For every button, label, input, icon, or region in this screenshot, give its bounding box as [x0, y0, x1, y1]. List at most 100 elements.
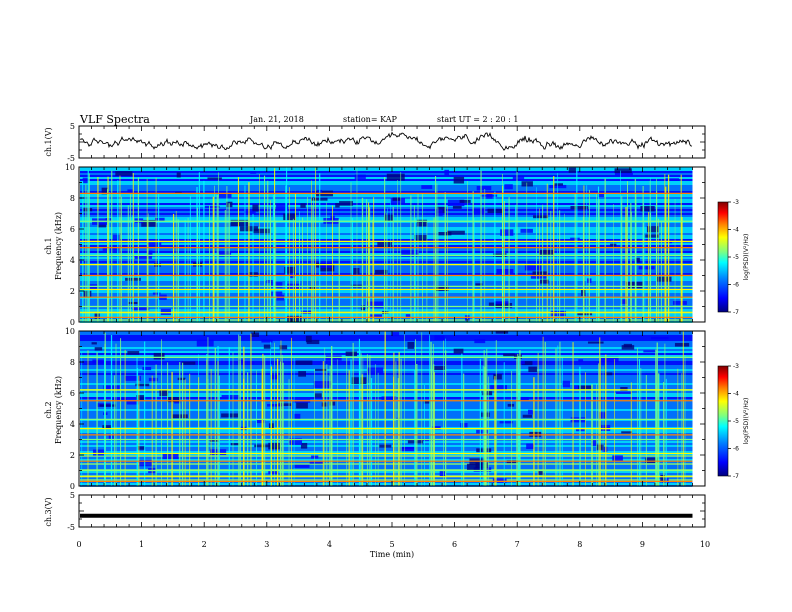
ch1-spectrogram-panel: 0 2 4 6 8 10	[65, 163, 706, 327]
ch2-spectrogram-patch	[153, 352, 165, 360]
ch2-spectrogram-band	[80, 399, 693, 401]
ch1-spectrogram-patch	[127, 189, 133, 193]
ch2-spectrogram-patch	[298, 371, 307, 377]
ch2-spectrogram-band	[80, 355, 693, 357]
ch1-spectrogram-patch	[218, 191, 232, 198]
ch2-spectrogram-patch	[142, 366, 152, 371]
ch1-spectrogram-patch	[353, 267, 360, 275]
ch1-colorbar-tick-label: -5	[733, 254, 739, 261]
ch2-spectrogram-patch	[126, 399, 139, 405]
ch1-spectrogram-patch	[576, 313, 593, 316]
ch1-spectrogram-patch	[549, 184, 567, 189]
ch1-spectrogram-patch	[319, 264, 335, 272]
ch2-spectrogram-patch	[391, 332, 400, 337]
ch1-spectrogram-patch	[244, 210, 256, 215]
ch2-spectrogram-patch	[521, 361, 533, 366]
ch2-spectrogram-patch	[309, 460, 324, 464]
ch2-spectrogram-patch	[612, 455, 623, 462]
ch2-spectrogram-patch	[300, 442, 308, 449]
ch2-spectrogram-band	[80, 343, 693, 345]
ch1-spectrogram-band	[80, 169, 693, 171]
ch2-spectrogram-band	[80, 407, 693, 409]
ch3-waveform-ytick-label: -5	[67, 523, 75, 532]
ch2-spectrogram-band	[80, 335, 693, 337]
ch2-spectrogram-band	[80, 479, 693, 481]
ch2-colorbar-tick-label: -6	[733, 446, 739, 453]
ch2-spectrogram-band	[80, 443, 693, 445]
ch1-spectrogram-patch	[597, 191, 605, 198]
x-tick-label: 5	[389, 540, 394, 549]
ch2-spectrogram-patch	[507, 403, 515, 407]
ch2-spectrogram-patch	[221, 394, 240, 398]
ch1-spectrogram-band	[80, 201, 693, 203]
ch2-spectrogram-patch	[102, 425, 112, 429]
ch2-spectrogram-patch	[522, 414, 533, 418]
ch2-spectrogram-patch	[674, 342, 690, 347]
ch2-spectrogram-band	[80, 419, 693, 421]
ch2-spectrogram-patch	[561, 380, 570, 388]
time-axis: 0 1 2 3 4 5 6 7 8 9 10	[76, 540, 710, 549]
ch2-spectrogram-patch	[475, 462, 489, 469]
ch1-spectrogram-band	[80, 203, 693, 205]
ch2-spectrogram-patch	[492, 478, 507, 483]
ch2-spectrogram-patch	[196, 339, 214, 347]
ch2-spectrogram-patch	[503, 353, 515, 357]
ch2-spectrogram-ytick-label: 2	[70, 451, 75, 460]
ch1-colorbar-gradient	[717, 201, 729, 313]
date-label: Jan. 21, 2018	[249, 115, 304, 124]
ch2-spectrogram-band	[80, 393, 693, 395]
ch2-spectrogram-band	[80, 345, 693, 347]
ch2-spectrogram-band	[80, 391, 693, 393]
ch2-spectrogram-band	[80, 357, 693, 359]
ch2-spectrogram-band	[80, 451, 693, 453]
ch1-spectrogram-patch	[568, 167, 576, 173]
ch2-spectrogram-patch	[181, 361, 196, 365]
ch2-spectrogram-band	[80, 409, 693, 411]
ch2-spectrogram-patch	[643, 350, 656, 353]
ch1-colorbar-tick-label: -6	[733, 282, 739, 289]
ch1-spectrogram-ytick-label: 4	[70, 256, 75, 265]
ch1-spectrogram-patch	[656, 276, 672, 282]
ch2-spectrogram-patch	[306, 339, 320, 345]
ch2-spectro-ylabel: Frequency (kHz)	[54, 376, 63, 444]
ch1-spectrogram-patch	[335, 202, 340, 208]
ch1-spectrogram-band	[80, 183, 693, 185]
ch2-spectrogram-patch	[92, 449, 106, 456]
ch2-spectrogram-band	[80, 457, 693, 459]
ch1-spectrogram-ytick-label: 10	[65, 163, 75, 172]
ch1-spectrogram-band	[80, 185, 693, 187]
ch2-spectrogram-band	[80, 373, 693, 375]
ch1-spectrogram-patch	[204, 205, 220, 208]
ch2-spectrogram-patch	[263, 344, 272, 349]
ch2-spectrogram-patch	[645, 457, 659, 463]
ch1-colorbar-tick-label: -3	[733, 199, 739, 206]
ch1-spectrogram-patch	[665, 178, 680, 181]
ch1-spectrogram-band	[80, 195, 693, 197]
ch2-spectrogram-band	[80, 379, 693, 381]
ch2-spectrogram-band	[80, 411, 693, 413]
ch2-spectrogram-patch	[256, 418, 266, 424]
chart-title: VLF Spectra	[79, 113, 150, 126]
ch1-spectrogram-patch	[88, 284, 98, 290]
ch2-spectrogram-band	[80, 367, 693, 369]
ch1-spectrogram-patch	[496, 269, 514, 275]
start-ut-label: start UT = 2 : 20 : 1	[437, 115, 518, 124]
ch2-spectrogram-ytick-label: 0	[70, 482, 75, 491]
ch1-spectrogram-patch	[147, 250, 153, 256]
ch2-spectrogram-patch	[94, 347, 103, 351]
ch1-spectrogram-band	[80, 179, 693, 181]
ch2-spectrogram-patch	[407, 341, 415, 349]
ch2-spectrogram-patch	[621, 431, 633, 434]
x-tick-label: 10	[700, 540, 710, 549]
ch2-spectrogram-band	[80, 441, 693, 443]
ch2-spectrogram-patch	[466, 463, 484, 471]
ch2-spectrogram-band	[80, 477, 693, 479]
ch2-spectrogram-band	[80, 437, 693, 439]
ch1-spectrogram-patch	[386, 173, 405, 181]
ch2-spectrogram-band	[80, 387, 693, 389]
ch1-spectro-ylabel: Frequency (kHz)	[54, 212, 63, 280]
ch1-spectrogram-patch	[447, 230, 465, 235]
ch1-colorbar: -3 -4 -5 -6 -7 log(PSD)(V²/Hz)	[717, 199, 750, 316]
ch1-spectrogram-patch	[453, 176, 465, 184]
ch2-spectrogram-band	[80, 473, 693, 475]
